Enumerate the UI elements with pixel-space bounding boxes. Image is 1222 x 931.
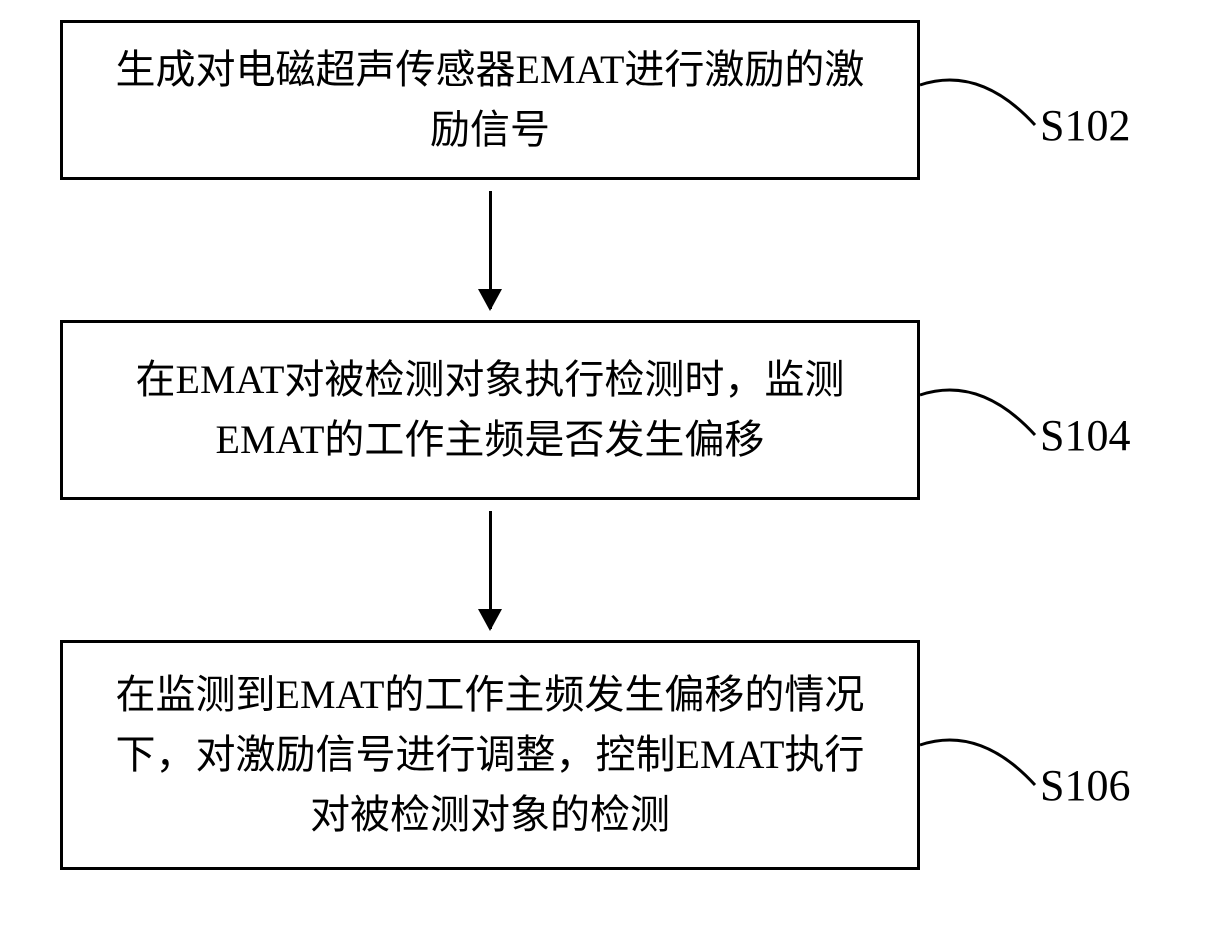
flowchart-step-box-2: 在EMAT对被检测对象执行检测时，监测EMAT的工作主频是否发生偏移 — [60, 320, 920, 500]
step-label-2: S104 — [1040, 410, 1130, 461]
label-text: S104 — [1040, 411, 1130, 460]
flowchart-step-box-3: 在监测到EMAT的工作主频发生偏移的情况下，对激励信号进行调整，控制EMAT执行… — [60, 640, 920, 870]
flowchart-arrow-1 — [60, 180, 920, 320]
label-text: S102 — [1040, 101, 1130, 150]
flowchart-step-box-1: 生成对电磁超声传感器EMAT进行激励的激励信号 — [60, 20, 920, 180]
step-text: 在监测到EMAT的工作主频发生偏移的情况下，对激励信号进行调整，控制EMAT执行… — [103, 665, 877, 845]
step-text: 在EMAT对被检测对象执行检测时，监测EMAT的工作主频是否发生偏移 — [103, 350, 877, 470]
step-text: 生成对电磁超声传感器EMAT进行激励的激励信号 — [103, 40, 877, 160]
label-text: S106 — [1040, 761, 1130, 810]
flowchart-arrow-2 — [60, 500, 920, 640]
step-label-3: S106 — [1040, 760, 1130, 811]
step-label-1: S102 — [1040, 100, 1130, 151]
